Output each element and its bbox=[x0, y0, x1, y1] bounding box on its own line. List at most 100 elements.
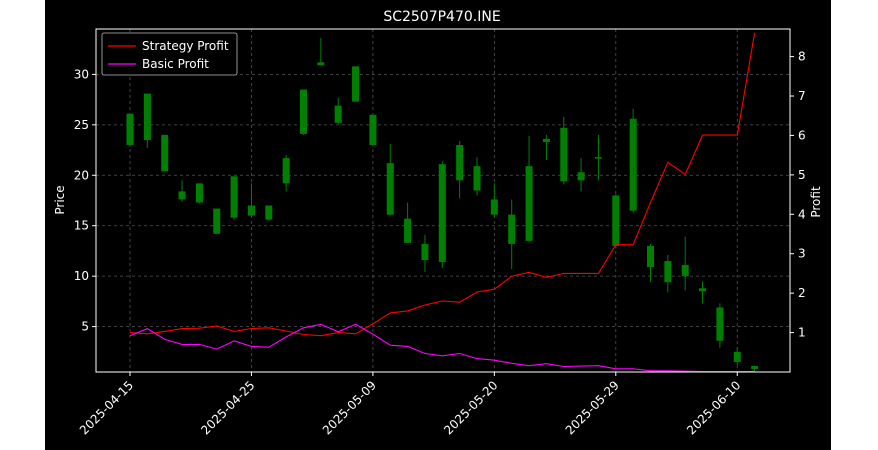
basic-profit-line bbox=[129, 323, 755, 373]
candle-body bbox=[421, 243, 429, 261]
candle-body bbox=[699, 288, 707, 292]
candle bbox=[386, 144, 394, 216]
y-tick-label-right: 1 bbox=[798, 326, 806, 340]
candle-body bbox=[126, 113, 134, 146]
candle bbox=[161, 134, 169, 172]
candle-body bbox=[560, 127, 568, 182]
y-tick-label-left: 10 bbox=[74, 269, 89, 283]
candle-body bbox=[213, 208, 221, 234]
candle-body bbox=[664, 261, 672, 283]
y-tick-label-right: 5 bbox=[798, 168, 806, 182]
candlestick-chart: 5 10 15 20 25 30 1 2 3 4 5 6 7 8 2025-04-15 2025-04-2… bbox=[53, 9, 823, 437]
legend: Strategy Profit Basic Profit bbox=[101, 32, 238, 76]
candle-body bbox=[317, 62, 325, 66]
candle bbox=[230, 176, 238, 220]
y-tick-label-right: 7 bbox=[798, 89, 806, 103]
y-tick-label-right: 3 bbox=[798, 247, 806, 261]
y-tick-label-right: 6 bbox=[798, 128, 806, 142]
candle-body bbox=[716, 307, 724, 341]
candle-body bbox=[438, 164, 446, 263]
y-tick-label-left: 30 bbox=[74, 67, 89, 81]
candle bbox=[751, 365, 759, 371]
candle-body bbox=[490, 199, 498, 215]
candle-body bbox=[195, 183, 203, 203]
candle-body bbox=[143, 93, 151, 140]
x-tick-label: 2025-05-29 bbox=[563, 378, 622, 437]
candle bbox=[317, 38, 325, 66]
x-tick-label: 2025-05-09 bbox=[320, 378, 379, 437]
candle bbox=[143, 93, 151, 149]
strategy-profit-line bbox=[129, 32, 756, 337]
right-axis-label: Profit bbox=[809, 186, 823, 218]
candle bbox=[473, 157, 481, 196]
left-axis-ticks: 5 10 15 20 25 30 bbox=[74, 67, 96, 334]
chart-container: 5 10 15 20 25 30 1 2 3 4 5 6 7 8 2025-04-15 2025-04-2… bbox=[45, 0, 831, 450]
candle bbox=[629, 108, 637, 213]
candle bbox=[699, 281, 707, 304]
candle-body bbox=[473, 166, 481, 191]
candle-body bbox=[300, 89, 307, 134]
candle bbox=[421, 234, 429, 273]
candle bbox=[456, 140, 464, 199]
x-tick-label: 2025-04-25 bbox=[198, 378, 257, 437]
candle-body bbox=[334, 105, 342, 123]
y-tick-label-left: 5 bbox=[81, 320, 89, 334]
candle bbox=[525, 135, 533, 242]
candle bbox=[542, 134, 550, 161]
candle bbox=[612, 194, 620, 248]
candle-body bbox=[681, 265, 689, 277]
y-tick-label-right: 8 bbox=[798, 50, 806, 64]
y-tick-label-left: 25 bbox=[74, 118, 89, 132]
left-axis-label: Price bbox=[53, 185, 67, 214]
candle-body bbox=[352, 66, 360, 102]
candle-body bbox=[247, 205, 255, 216]
candle-body bbox=[647, 245, 654, 268]
candle-body bbox=[508, 214, 516, 244]
right-axis-ticks: 1 2 3 4 5 6 7 8 bbox=[790, 50, 806, 340]
legend-label: Strategy Profit bbox=[142, 39, 229, 53]
candle bbox=[594, 134, 602, 181]
candle bbox=[247, 183, 255, 217]
candle-body bbox=[161, 134, 169, 172]
candle-body bbox=[178, 191, 186, 200]
y-tick-label-left: 15 bbox=[74, 219, 89, 233]
x-axis-ticks: 2025-04-15 2025-04-25 2025-05-09 2025-05-20… bbox=[77, 372, 743, 437]
candle bbox=[560, 116, 568, 185]
candle bbox=[664, 254, 672, 293]
x-tick-label: 2025-06-10 bbox=[684, 378, 743, 437]
candle bbox=[681, 236, 689, 291]
candle-body bbox=[265, 205, 273, 220]
candles-layer bbox=[126, 38, 759, 371]
candle-body bbox=[751, 365, 759, 369]
y-tick-label-left: 20 bbox=[74, 168, 89, 182]
candle-body bbox=[612, 195, 620, 246]
candle bbox=[438, 161, 446, 269]
x-tick-label: 2025-05-20 bbox=[441, 378, 500, 437]
candle-body bbox=[577, 172, 585, 181]
candle-body bbox=[629, 118, 637, 211]
profit-lines-layer bbox=[129, 32, 756, 373]
y-tick-label-right: 2 bbox=[798, 286, 806, 300]
candle bbox=[178, 180, 186, 202]
plot-frame bbox=[95, 28, 791, 373]
candle bbox=[195, 183, 203, 204]
candle bbox=[404, 202, 412, 243]
candle bbox=[716, 303, 724, 348]
candle-body bbox=[282, 158, 290, 184]
candle bbox=[265, 205, 273, 221]
candle bbox=[352, 66, 360, 102]
candle bbox=[577, 158, 585, 192]
x-tick-label: 2025-04-15 bbox=[77, 378, 136, 437]
candle bbox=[733, 347, 741, 365]
candle-body bbox=[456, 145, 464, 181]
candle-body bbox=[542, 138, 550, 142]
candle-body bbox=[733, 351, 741, 362]
candle-body bbox=[525, 166, 533, 241]
candle-body bbox=[594, 157, 602, 159]
candle-body bbox=[386, 163, 394, 215]
candle bbox=[334, 97, 342, 124]
candle bbox=[282, 155, 290, 192]
chart-title: SC2507P470.INE bbox=[383, 9, 500, 25]
candle bbox=[213, 208, 221, 234]
candle-body bbox=[404, 218, 412, 243]
